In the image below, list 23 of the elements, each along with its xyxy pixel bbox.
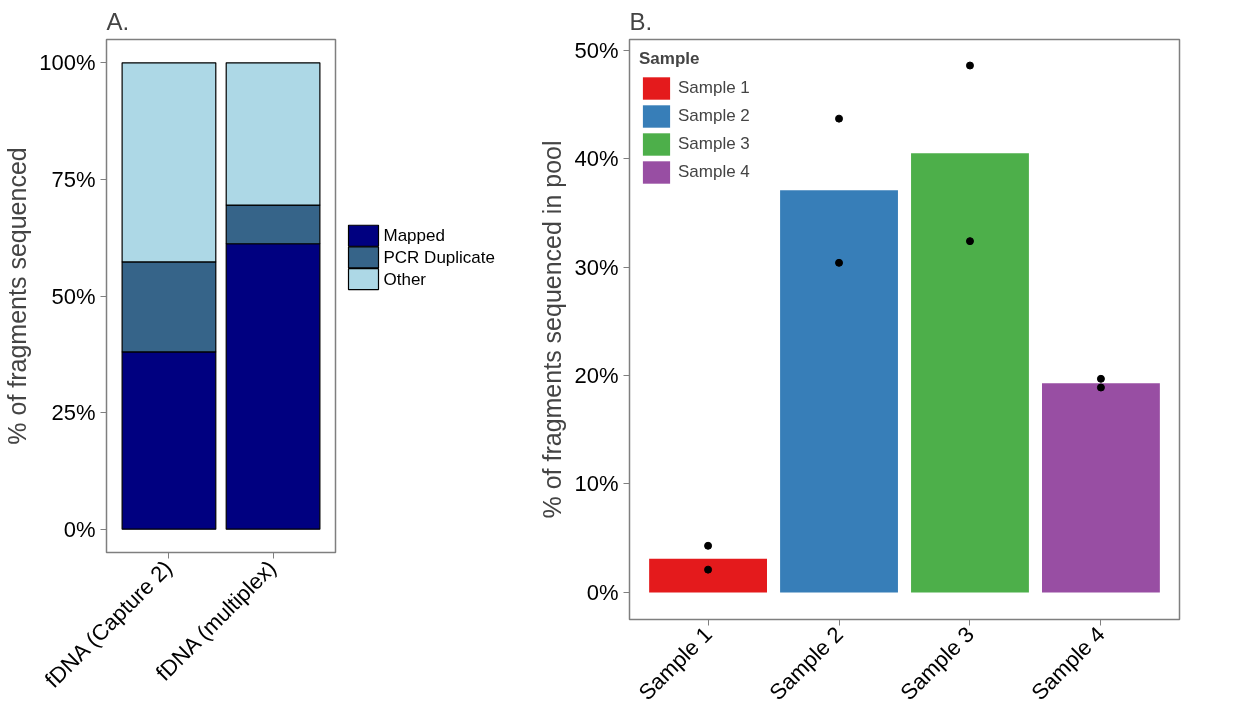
y-tick-label: 10% xyxy=(574,471,619,497)
legend-title: Sample xyxy=(639,49,701,69)
y-tick-label: 30% xyxy=(574,254,619,280)
y-tick-label: 75% xyxy=(51,166,96,192)
y-tick-label: 20% xyxy=(574,363,619,389)
y-tick-label: 0% xyxy=(63,516,96,542)
y-tick-label: 50% xyxy=(574,37,619,63)
chart-title: A. xyxy=(106,7,130,35)
chart-title: B. xyxy=(629,7,653,35)
legend-label: Sample 2 xyxy=(678,106,750,126)
legend-label: Other xyxy=(383,269,427,289)
y-tick-label: 100% xyxy=(39,50,96,76)
legend-label: Sample 4 xyxy=(678,162,750,182)
y-axis-title: % of fragments sequenced xyxy=(3,147,32,445)
y-tick-label: 25% xyxy=(51,400,96,426)
legend-label: PCR Duplicate xyxy=(383,247,495,267)
y-tick-label: 40% xyxy=(574,146,619,172)
legend-label: Sample 3 xyxy=(678,134,750,154)
legend-label: Sample 1 xyxy=(678,78,750,98)
y-tick-label: 50% xyxy=(51,283,96,309)
y-axis-title: % of fragments sequenced in pool xyxy=(538,140,567,519)
legend-label: Mapped xyxy=(383,226,445,246)
y-tick-label: 0% xyxy=(586,579,619,605)
